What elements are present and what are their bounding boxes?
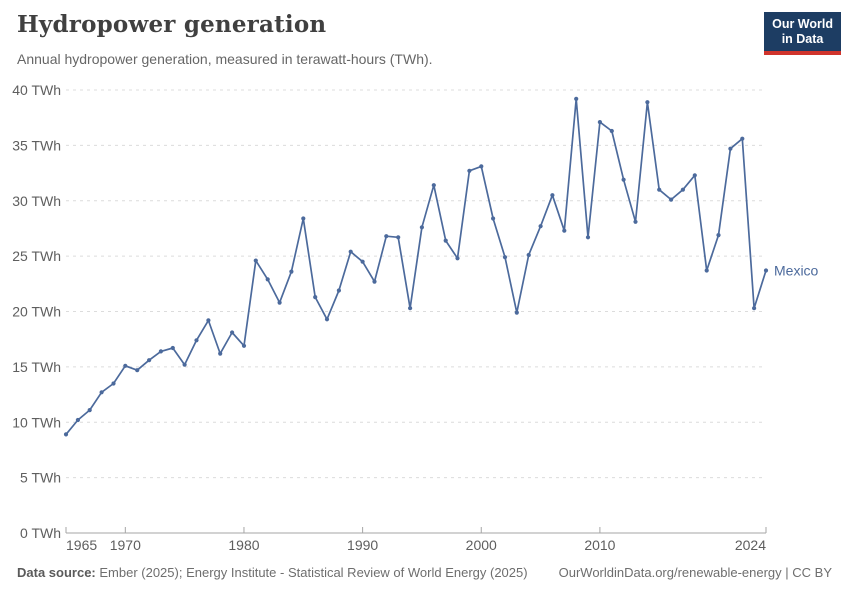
y-axis-tick-label: 30 TWh bbox=[12, 193, 61, 209]
data-point[interactable] bbox=[182, 362, 187, 367]
footer-link[interactable]: OurWorldinData.org/renewable-energy | CC… bbox=[558, 565, 832, 580]
data-point[interactable] bbox=[550, 193, 555, 198]
data-point[interactable] bbox=[538, 224, 543, 229]
chart-footer: Data source: Ember (2025); Energy Instit… bbox=[17, 565, 832, 580]
y-axis-tick-label: 25 TWh bbox=[12, 248, 61, 264]
data-point[interactable] bbox=[585, 235, 591, 240]
data-point[interactable] bbox=[692, 173, 697, 178]
y-axis-tick-label: 5 TWh bbox=[20, 470, 61, 486]
data-point[interactable] bbox=[514, 310, 519, 315]
y-axis-tick-label: 10 TWh bbox=[12, 414, 61, 430]
y-axis-tick-label: 40 TWh bbox=[12, 82, 61, 98]
data-point[interactable] bbox=[253, 258, 258, 263]
y-axis-tick-label: 15 TWh bbox=[12, 359, 61, 375]
y-axis-tick-label: 35 TWh bbox=[12, 137, 61, 153]
data-point[interactable] bbox=[265, 277, 270, 282]
data-point[interactable] bbox=[467, 168, 472, 173]
data-point[interactable] bbox=[455, 256, 460, 261]
data-point[interactable] bbox=[574, 96, 579, 101]
data-point[interactable] bbox=[63, 432, 69, 437]
data-point[interactable] bbox=[491, 216, 496, 221]
data-point[interactable] bbox=[526, 252, 531, 258]
data-point[interactable] bbox=[562, 228, 567, 233]
x-axis-tick-label: 1965 bbox=[66, 537, 97, 553]
data-point[interactable] bbox=[657, 187, 662, 192]
data-point[interactable] bbox=[158, 349, 163, 354]
data-point[interactable] bbox=[348, 249, 353, 254]
data-point[interactable] bbox=[419, 225, 424, 230]
x-axis-tick-label: 1980 bbox=[228, 537, 259, 553]
series-line-mexico[interactable] bbox=[65, 98, 767, 436]
data-source-label: Data source: bbox=[17, 565, 96, 580]
data-point[interactable] bbox=[75, 417, 80, 423]
data-point[interactable] bbox=[680, 187, 686, 192]
series-label-mexico[interactable]: Mexico bbox=[774, 263, 819, 279]
data-point[interactable] bbox=[111, 381, 116, 386]
data-point[interactable] bbox=[763, 268, 769, 273]
chart-subtitle: Annual hydropower generation, measured i… bbox=[17, 51, 433, 67]
data-point[interactable] bbox=[621, 177, 626, 182]
data-point[interactable] bbox=[408, 306, 413, 311]
data-point[interactable] bbox=[241, 343, 247, 348]
owid-logo-line2: in Data bbox=[781, 32, 824, 46]
data-point[interactable] bbox=[218, 351, 223, 356]
data-point[interactable] bbox=[194, 338, 199, 343]
data-point[interactable] bbox=[752, 306, 757, 311]
y-axis-tick-label: 20 TWh bbox=[12, 304, 61, 320]
data-point[interactable] bbox=[479, 164, 484, 169]
data-point[interactable] bbox=[716, 233, 721, 238]
owid-logo-line1: Our World bbox=[772, 17, 833, 31]
x-axis-tick-label: 2000 bbox=[466, 537, 497, 553]
data-point[interactable] bbox=[669, 197, 674, 202]
data-point[interactable] bbox=[728, 146, 733, 151]
data-point[interactable] bbox=[360, 259, 365, 264]
y-axis-tick-label: 0 TWh bbox=[20, 525, 61, 541]
data-point[interactable] bbox=[87, 408, 92, 413]
page-title: Hydropower generation bbox=[17, 11, 327, 38]
data-point[interactable] bbox=[313, 295, 318, 300]
data-point[interactable] bbox=[289, 269, 294, 274]
data-point[interactable] bbox=[147, 358, 152, 363]
data-point[interactable] bbox=[396, 235, 401, 240]
data-point[interactable] bbox=[230, 330, 235, 335]
x-axis-tick-label: 1970 bbox=[110, 537, 141, 553]
data-source-note[interactable]: Data source: Ember (2025); Energy Instit… bbox=[17, 565, 528, 580]
data-point[interactable] bbox=[431, 183, 436, 188]
data-point[interactable] bbox=[123, 363, 128, 368]
data-point[interactable] bbox=[324, 317, 330, 322]
data-point[interactable] bbox=[301, 216, 306, 221]
data-point[interactable] bbox=[135, 368, 140, 373]
data-point[interactable] bbox=[206, 318, 211, 323]
data-point[interactable] bbox=[740, 136, 745, 141]
data-point[interactable] bbox=[277, 300, 282, 305]
x-axis-tick-label: 1990 bbox=[347, 537, 378, 553]
data-point[interactable] bbox=[502, 255, 508, 260]
data-point[interactable] bbox=[443, 238, 448, 243]
data-point[interactable] bbox=[609, 128, 614, 134]
data-point[interactable] bbox=[99, 390, 104, 395]
data-point[interactable] bbox=[704, 268, 709, 273]
data-point[interactable] bbox=[336, 288, 341, 293]
data-source-text: Ember (2025); Energy Institute - Statist… bbox=[95, 565, 528, 580]
data-point[interactable] bbox=[372, 279, 377, 284]
owid-logo[interactable]: Our World in Data bbox=[764, 12, 841, 55]
x-axis-tick-label: 2010 bbox=[584, 537, 615, 553]
data-point[interactable] bbox=[384, 234, 389, 239]
x-axis-tick-label: 2024 bbox=[735, 537, 766, 553]
data-point[interactable] bbox=[633, 219, 638, 224]
data-point[interactable] bbox=[645, 100, 650, 105]
data-point[interactable] bbox=[597, 120, 603, 125]
data-point[interactable] bbox=[170, 345, 175, 351]
